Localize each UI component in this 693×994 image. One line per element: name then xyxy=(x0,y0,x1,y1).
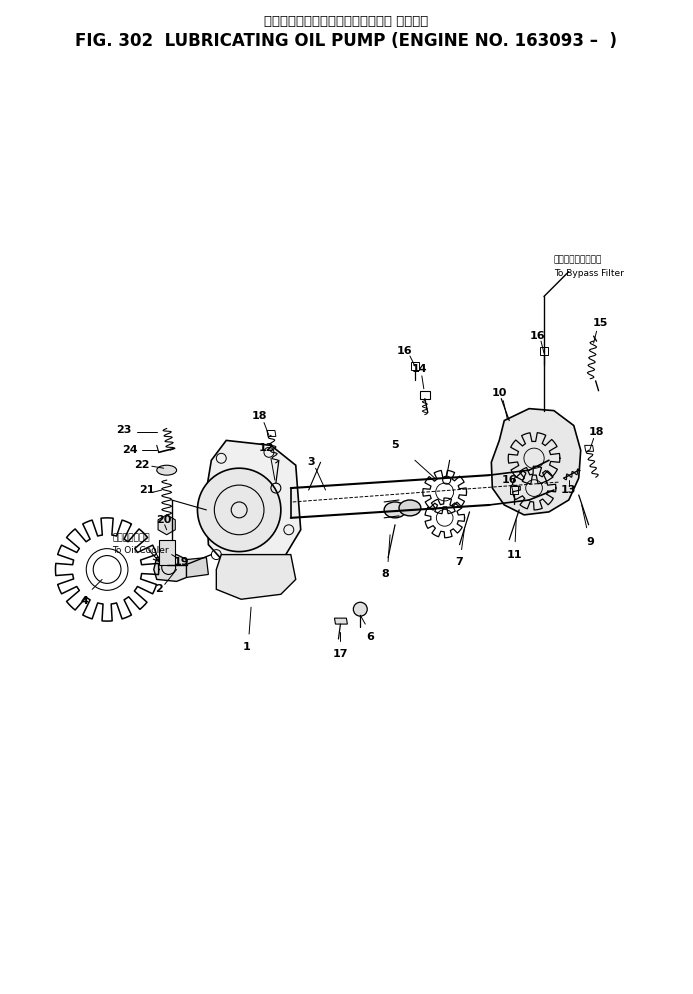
Polygon shape xyxy=(491,409,581,515)
Text: 12: 12 xyxy=(258,443,274,453)
Text: 10: 10 xyxy=(491,388,507,398)
Text: 11: 11 xyxy=(507,550,522,560)
Text: オイルクーラヘ: オイルクーラヘ xyxy=(112,533,150,542)
Ellipse shape xyxy=(399,500,421,516)
Text: 21: 21 xyxy=(139,485,155,495)
Text: 13: 13 xyxy=(561,485,577,495)
Ellipse shape xyxy=(384,502,406,518)
Text: 4: 4 xyxy=(80,596,88,606)
Circle shape xyxy=(353,602,367,616)
Text: 16: 16 xyxy=(397,346,413,356)
Text: 19: 19 xyxy=(174,557,189,567)
Polygon shape xyxy=(216,555,296,599)
Text: 14: 14 xyxy=(412,364,428,374)
Text: 8: 8 xyxy=(381,570,389,580)
Text: 18: 18 xyxy=(589,427,604,437)
Text: 15: 15 xyxy=(593,318,608,328)
Polygon shape xyxy=(159,540,175,565)
Polygon shape xyxy=(158,515,175,535)
Text: 2: 2 xyxy=(155,584,163,594)
Polygon shape xyxy=(335,618,347,624)
Text: 23: 23 xyxy=(116,425,132,435)
Text: 16: 16 xyxy=(529,331,545,341)
Text: 6: 6 xyxy=(367,632,374,642)
Text: FIG. 302  LUBRICATING OIL PUMP (ENGINE NO. 163093 –  ): FIG. 302 LUBRICATING OIL PUMP (ENGINE NO… xyxy=(76,32,617,51)
Text: ルーブリケーティングオイルポンプ 適用号機: ルーブリケーティングオイルポンプ 適用号機 xyxy=(264,15,428,28)
Text: 17: 17 xyxy=(333,649,348,659)
Text: 7: 7 xyxy=(456,557,464,567)
Ellipse shape xyxy=(157,465,177,475)
Text: バイパスフィルタヘ: バイパスフィルタヘ xyxy=(554,255,602,264)
Text: To Bypass Filter: To Bypass Filter xyxy=(554,269,624,278)
Text: 22: 22 xyxy=(134,460,150,470)
Text: 9: 9 xyxy=(587,537,595,547)
Circle shape xyxy=(198,468,281,552)
Text: 24: 24 xyxy=(122,445,138,455)
Polygon shape xyxy=(154,555,186,581)
Text: To Oil Cooler: To Oil Cooler xyxy=(112,546,168,555)
Text: 16: 16 xyxy=(502,475,517,485)
Text: 1: 1 xyxy=(243,642,250,652)
Text: 5: 5 xyxy=(392,440,399,450)
Polygon shape xyxy=(207,440,301,570)
Text: 20: 20 xyxy=(156,515,171,525)
Text: 18: 18 xyxy=(252,411,267,420)
Text: 3: 3 xyxy=(307,457,315,467)
Polygon shape xyxy=(186,558,209,578)
